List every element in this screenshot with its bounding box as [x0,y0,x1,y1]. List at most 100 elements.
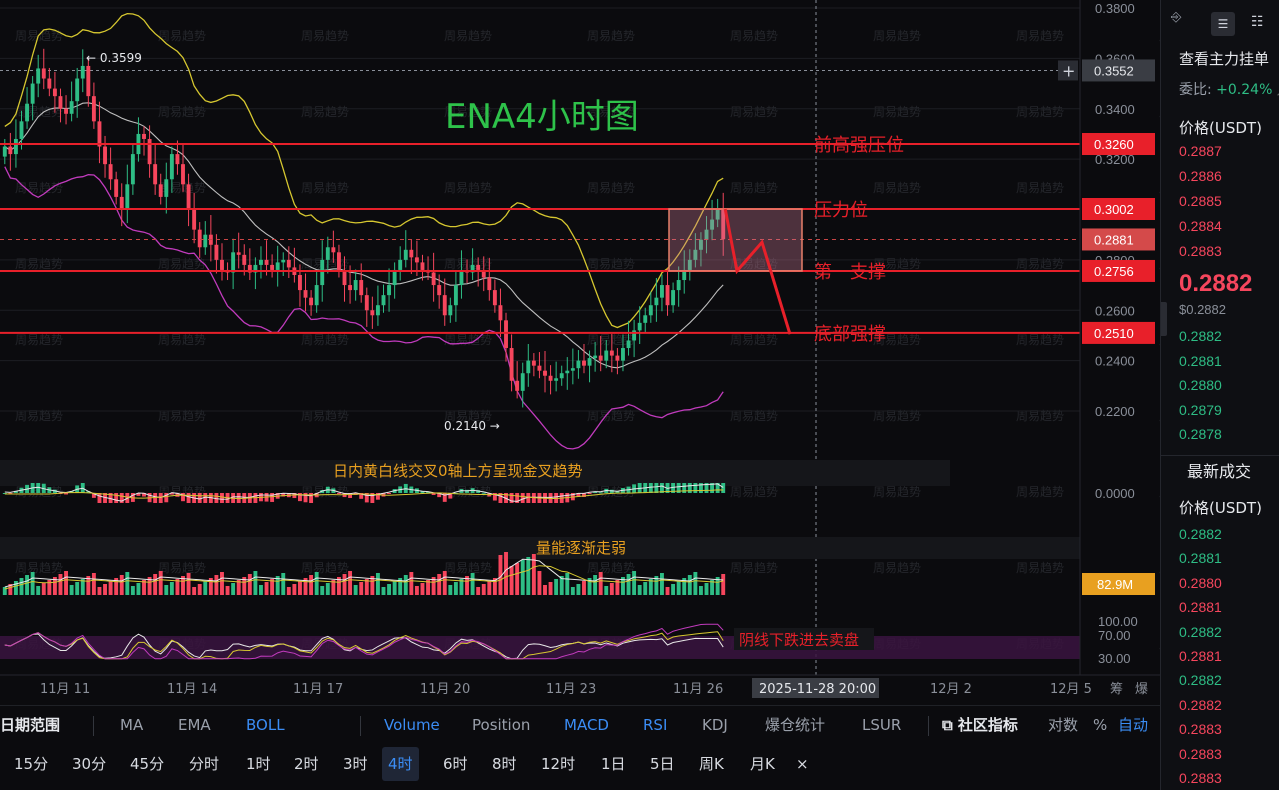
volume-bar [197,584,202,595]
volume-bar [181,576,185,595]
bid-price: 0.2878 [1179,426,1222,442]
volume-bar [164,585,169,595]
volume-bar [559,576,564,595]
auto-scale-toggle[interactable]: 自动 [1118,716,1149,734]
watermark-text: 周易趋势 [444,257,492,271]
candle-body [236,252,241,255]
macd-bar [270,493,275,502]
percent-scale-toggle[interactable]: % [1093,716,1108,734]
macd-dif-line [4,483,724,502]
main-orders-title[interactable]: 查看主力挂单 [1179,50,1270,68]
candle-body [565,370,570,374]
macd-bar [69,491,74,493]
volume-bar [570,587,575,595]
candle-body [715,209,720,220]
indicator-ema[interactable]: EMA [178,716,211,734]
volume-bar [342,574,347,595]
date-range-button[interactable]: 日期范围 [0,716,61,734]
interval-6时[interactable]: 6时 [443,755,468,773]
interval-12时[interactable]: 12时 [541,755,576,773]
price-tag [1082,197,1155,220]
candle-body [153,164,158,185]
price-tag-text: 0.2510 [1094,326,1134,341]
interval-45分[interactable]: 45分 [130,755,165,773]
candle-body [431,272,436,286]
candle-body [403,249,408,260]
candle-body [710,219,715,230]
interval-8时[interactable]: 8时 [492,755,517,773]
trades-title[interactable]: 最新成交 [1187,462,1252,481]
watermark-text: 周易趋势 [587,257,635,271]
indicator-ma[interactable]: MA [120,716,144,734]
macd-bar [214,493,219,503]
close-intervals-icon[interactable]: × [796,755,809,773]
volume-note: 量能逐渐走弱 [536,539,626,557]
volume-pane: 量能逐渐走弱 82.9M [0,537,1155,595]
macd-bar [498,493,503,503]
indicator-kdj[interactable]: KDJ [702,716,728,734]
volume-bar [593,575,598,595]
interval-月K[interactable]: 月K [750,755,775,773]
interval-3时[interactable]: 3时 [343,755,368,773]
interval-周K[interactable]: 周K [699,755,724,773]
interval-分时[interactable]: 分时 [189,755,220,773]
indicator-lsur[interactable]: LSUR [862,716,902,734]
interval-30分[interactable]: 30分 [72,755,107,773]
indicator-爆仓统计[interactable]: 爆仓统计 [765,716,826,734]
macd-bar [476,490,481,493]
trade-price: 0.2881 [1179,599,1222,616]
macd-bar [164,493,169,503]
volume-tag-text: 82.9M [1097,577,1133,592]
volume-bar [309,575,314,595]
add-alert-icon[interactable] [1058,60,1078,81]
interval-2时[interactable]: 2时 [294,755,319,773]
candle-body [19,121,24,139]
candle-body [2,146,7,157]
export-icon[interactable]: ⎆ [1171,10,1182,25]
layout-icon[interactable]: ☷ [1251,14,1264,30]
candle-body [336,252,341,270]
indicator-rsi[interactable]: RSI [643,716,668,734]
watermark-text: 周易趋势 [873,29,921,43]
candle-body [214,244,219,260]
x-tick-label: 11月 14 [167,682,217,697]
macd-bar [431,493,436,495]
list-icon[interactable]: ☰ [1211,12,1235,36]
candle-body [459,269,464,286]
volume-bar [158,571,163,595]
indicator-position[interactable]: Position [472,716,531,734]
indicator-volume[interactable]: Volume [384,716,440,734]
volume-bar [192,587,197,595]
log-scale-toggle[interactable]: 对数 [1048,716,1079,734]
macd-bar [509,493,514,503]
crosshair-price-text: 0.3552 [1094,63,1134,78]
community-indicators-button[interactable]: ⧉ 社区指标 [942,716,1018,734]
volume-bar [431,577,436,595]
interval-1时[interactable]: 1时 [246,755,271,773]
indicator-boll[interactable]: BOLL [246,716,285,734]
candle-body [637,322,642,331]
volume-bar [526,557,531,595]
watermark-text: 周易趋势 [301,181,349,195]
indicator-macd[interactable]: MACD [564,716,609,734]
volume-bar [615,580,620,595]
candle-body [721,209,726,240]
rsi-tick: 30.00 [1098,651,1131,666]
level-label: 前高强压位 [814,135,904,156]
candle-body [704,229,709,240]
interval-1日[interactable]: 1日 [601,755,626,773]
price-tag-text: 0.3002 [1094,202,1134,217]
interval-15分[interactable]: 15分 [14,755,49,773]
grid [0,7,1080,412]
candle-body [381,295,386,306]
interval-5日[interactable]: 5日 [650,755,675,773]
interval-4时[interactable]: 4时 [382,747,419,781]
candle-body [487,277,492,291]
volume-bar [169,582,174,595]
candle-body [520,373,525,391]
macd-bar [710,483,715,493]
crosshair [0,0,1080,675]
collapse-handle[interactable] [1161,302,1167,336]
candle-body [643,315,648,323]
